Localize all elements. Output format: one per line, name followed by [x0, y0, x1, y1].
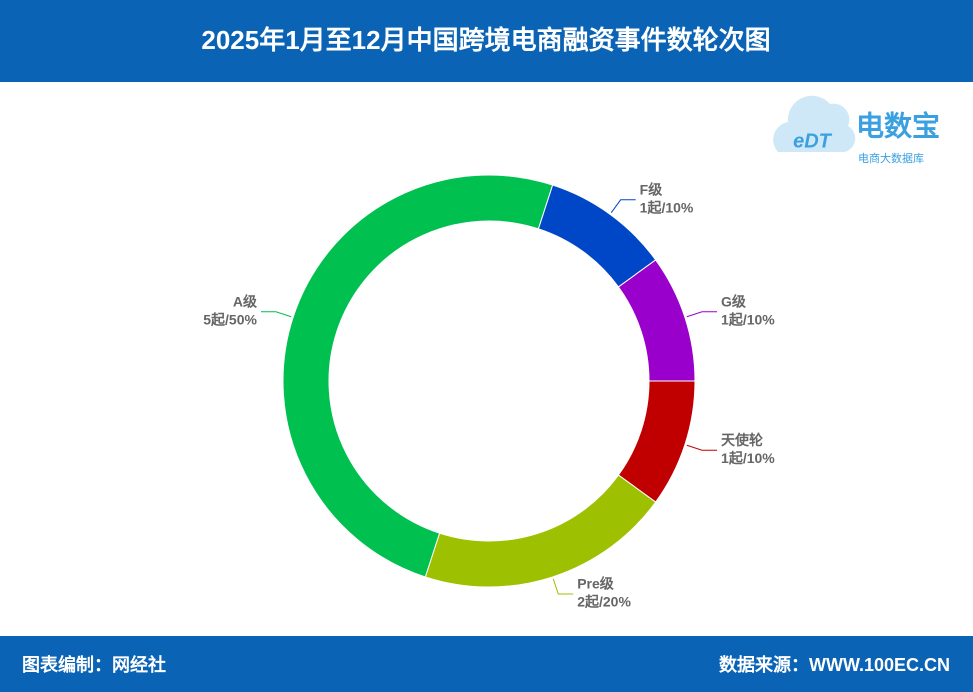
slice-value-label: 2起/20%	[577, 594, 631, 610]
leader-line	[552, 578, 574, 595]
donut-segment	[282, 174, 554, 578]
logo-cloud	[773, 95, 856, 152]
header-bar	[0, 0, 973, 82]
slice-name: 天使轮	[721, 432, 763, 448]
slice-value-label: 1起/10%	[721, 450, 775, 466]
leader-line	[686, 311, 718, 318]
footer-left: 图表编制：网经社	[22, 654, 166, 675]
plot: 天使轮 1起/10% Pre级 2起/20% A级 5起/50% F级 1起/10% G级 1起/…	[203, 174, 775, 610]
footer-bar	[0, 636, 973, 692]
slice-value-label: 5起/50%	[203, 311, 257, 327]
leader-line	[610, 199, 636, 214]
slice-name: F级	[640, 181, 664, 197]
leader-line	[260, 311, 292, 318]
slice-name: Pre级	[577, 576, 615, 592]
slice-value-label: 1起/10%	[721, 311, 775, 327]
footer-right: 数据来源：WWW.100EC.CN	[719, 654, 950, 675]
slice-value-label: 1起/10%	[640, 199, 694, 215]
leader-line	[686, 444, 718, 451]
slice-name: A级	[233, 293, 258, 309]
donut-segment	[537, 184, 657, 288]
logo: eDT 电数宝 电商大数据库	[773, 95, 940, 165]
donut-segment	[617, 259, 696, 382]
logo-tagline: 电商大数据库	[858, 151, 924, 165]
slice-name: G级	[721, 293, 747, 309]
chart-title: 2025年1月至12月中国跨境电商融资事件数轮次图	[201, 25, 770, 55]
logo-mark: eDT	[793, 130, 833, 152]
logo-name: 电数宝	[856, 109, 940, 141]
donut-segment	[424, 474, 657, 588]
